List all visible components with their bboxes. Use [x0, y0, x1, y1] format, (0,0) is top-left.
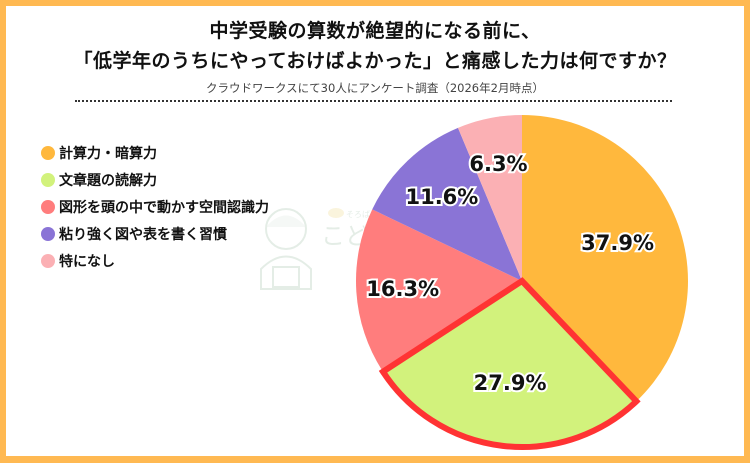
slice-percentage-label: 11.6% [405, 185, 478, 209]
chart-legend: 計算力・暗算力 文章題の読解力 図形を頭の中で動かす空間認識力 粘り強く図や表を… [41, 139, 269, 274]
slice-percentage-label: 27.9% [474, 371, 547, 395]
dotted-divider [75, 100, 672, 102]
legend-dot-red-icon [41, 199, 55, 214]
legend-item-reading: 文章題の読解力 [41, 166, 269, 193]
legend-item-spatial: 図形を頭の中で動かす空間認識力 [41, 193, 269, 220]
legend-dot-orange-icon [41, 145, 55, 160]
legend-dot-purple-icon [41, 226, 55, 241]
legend-label: 図形を頭の中で動かす空間認識力 [59, 199, 269, 216]
legend-label: 文章題の読解力 [59, 172, 157, 189]
pie-slice [382, 281, 637, 447]
legend-dot-green-icon [41, 172, 55, 187]
slice-percentage-label: 16.3% [366, 277, 439, 301]
legend-item-diagram-habit: 粘り強く図や表を書く習慣 [41, 220, 269, 247]
pie-slice [522, 115, 688, 402]
legend-dot-pink-icon [41, 253, 55, 268]
slice-percentage-label: 37.9% [581, 231, 654, 255]
pie-slice [356, 209, 522, 372]
highlight-outline [378, 277, 641, 450]
legend-item-none: 特になし [41, 247, 269, 274]
pie-slice [372, 127, 522, 281]
chart-title-line2: 「低学年のうちにやっておけばよかった」と痛感した力は何ですか？ [73, 50, 677, 72]
chart-title-line1: 中学受験の算数が絶望的になる前に、 [209, 20, 541, 42]
legend-label: 粘り強く図や表を書く習慣 [59, 226, 227, 243]
slice-percentage-label: 6.3% [469, 152, 527, 176]
chart-subtitle: クラウドワークスにて30人にアンケート調査（2026年2月時点） [206, 81, 544, 95]
legend-label: 特になし [59, 253, 115, 270]
pie-slice [457, 115, 522, 281]
legend-item-calculation: 計算力・暗算力 [41, 139, 269, 166]
legend-label: 計算力・暗算力 [59, 145, 157, 162]
svg-text:そろばん: そろばん [346, 210, 378, 219]
